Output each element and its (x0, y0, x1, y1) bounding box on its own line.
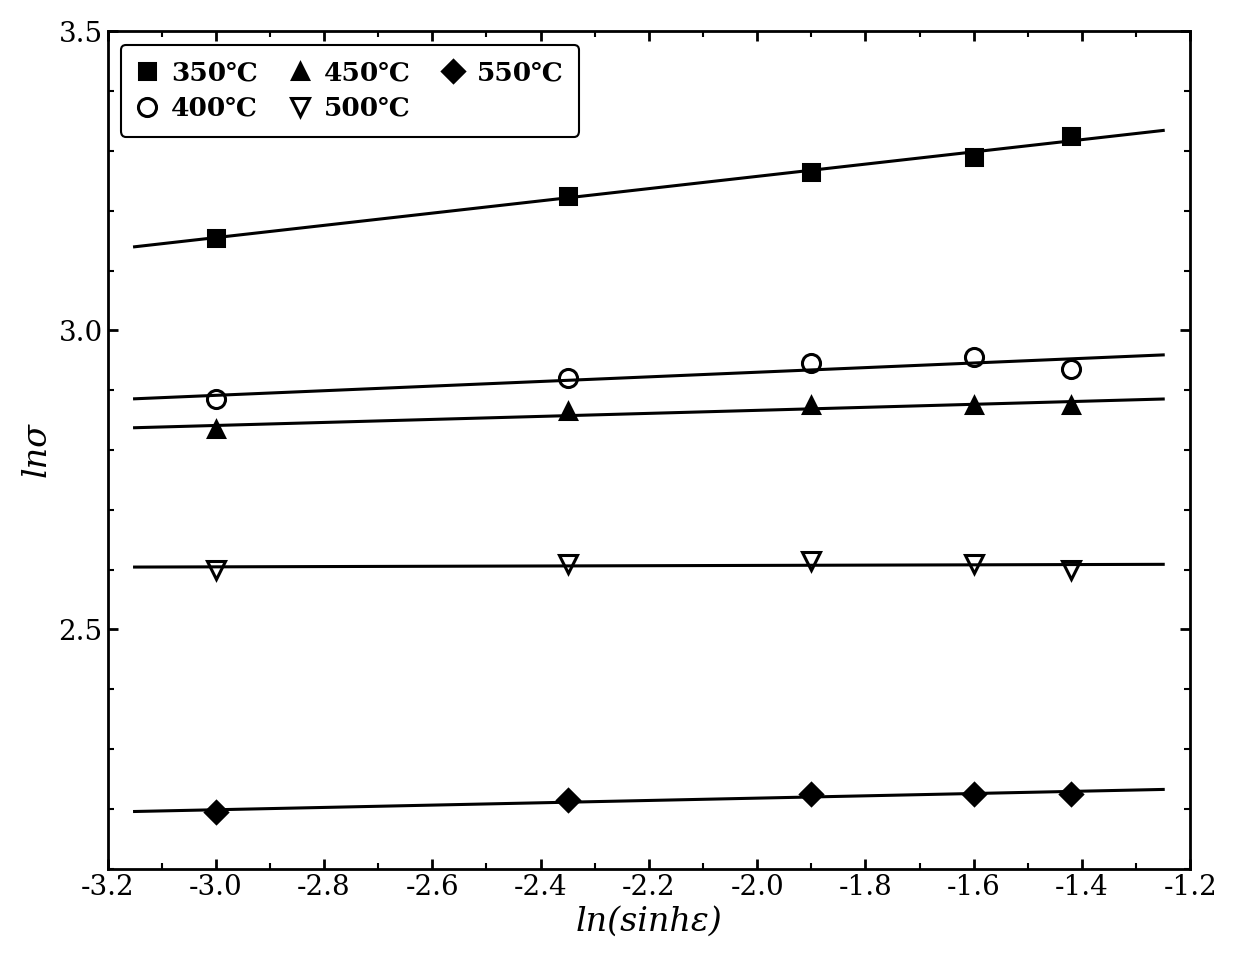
X-axis label: ln(sinhε): ln(sinhε) (576, 906, 722, 938)
500℃ (561, 558, 576, 570)
Legend: 350℃, 400℃, 450℃, 500℃, 550℃: 350℃, 400℃, 450℃, 500℃, 550℃ (120, 44, 579, 137)
550℃ (967, 788, 982, 800)
500℃ (967, 558, 982, 570)
400℃ (561, 372, 576, 384)
Line: 500℃: 500℃ (207, 551, 1081, 578)
400℃ (208, 393, 223, 405)
Line: 450℃: 450℃ (208, 398, 1078, 436)
550℃ (561, 794, 576, 806)
450℃ (561, 406, 576, 417)
350℃ (561, 190, 576, 201)
350℃ (967, 152, 982, 163)
450℃ (208, 423, 223, 434)
Y-axis label: lnσ: lnσ (21, 423, 53, 478)
350℃ (208, 232, 223, 244)
500℃ (803, 555, 818, 567)
400℃ (803, 358, 818, 369)
400℃ (967, 352, 982, 363)
550℃ (1063, 788, 1078, 800)
Line: 550℃: 550℃ (208, 786, 1078, 820)
550℃ (803, 788, 818, 800)
450℃ (1063, 400, 1078, 411)
500℃ (1063, 564, 1078, 575)
500℃ (208, 564, 223, 575)
450℃ (967, 400, 982, 411)
550℃ (208, 807, 223, 818)
400℃ (1063, 363, 1078, 375)
350℃ (1063, 130, 1078, 142)
350℃ (803, 166, 818, 177)
Line: 350℃: 350℃ (208, 129, 1078, 246)
Line: 400℃: 400℃ (207, 348, 1081, 409)
450℃ (803, 400, 818, 411)
